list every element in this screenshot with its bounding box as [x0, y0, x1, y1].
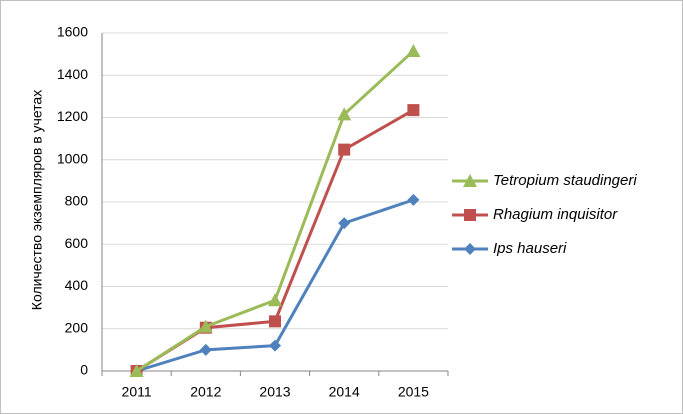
- y-tick-label: 1200: [57, 108, 88, 124]
- data-point: [268, 293, 282, 307]
- legend-label: Ips hauseri: [493, 240, 567, 257]
- legend-label: Rhagium inquisitor: [493, 206, 618, 223]
- y-tick-label: 800: [65, 193, 89, 209]
- data-point: [269, 339, 281, 352]
- data-point: [269, 315, 281, 328]
- legend-marker: [464, 209, 476, 221]
- data-point: [198, 319, 213, 333]
- data-point: [338, 143, 351, 156]
- y-tick-label: 1600: [57, 24, 88, 40]
- y-tick-label: 400: [65, 277, 89, 293]
- data-point: [407, 193, 420, 206]
- data-point: [337, 107, 352, 121]
- data-point: [338, 217, 351, 230]
- legend-marker: [464, 243, 476, 255]
- y-tick-label: 1000: [57, 150, 88, 166]
- x-tick-label: 2015: [398, 384, 429, 400]
- data-point: [406, 43, 421, 57]
- data-point: [407, 104, 420, 117]
- legend-marker: [463, 174, 477, 187]
- legend-label: Tetropium staudingeri: [493, 172, 637, 189]
- x-tick-label: 2011: [122, 384, 152, 400]
- y-tick-label: 1400: [57, 66, 88, 82]
- y-tick-label: 0: [80, 362, 88, 378]
- x-tick-label: 2014: [329, 384, 360, 400]
- x-tick-label: 2012: [190, 384, 221, 400]
- y-tick-label: 200: [65, 319, 89, 335]
- y-axis-label: Количество экземпляров в учетах: [29, 90, 45, 310]
- y-tick-label: 600: [65, 235, 89, 251]
- data-point: [129, 364, 144, 377]
- data-point: [199, 343, 212, 356]
- x-tick-label: 2013: [259, 384, 290, 400]
